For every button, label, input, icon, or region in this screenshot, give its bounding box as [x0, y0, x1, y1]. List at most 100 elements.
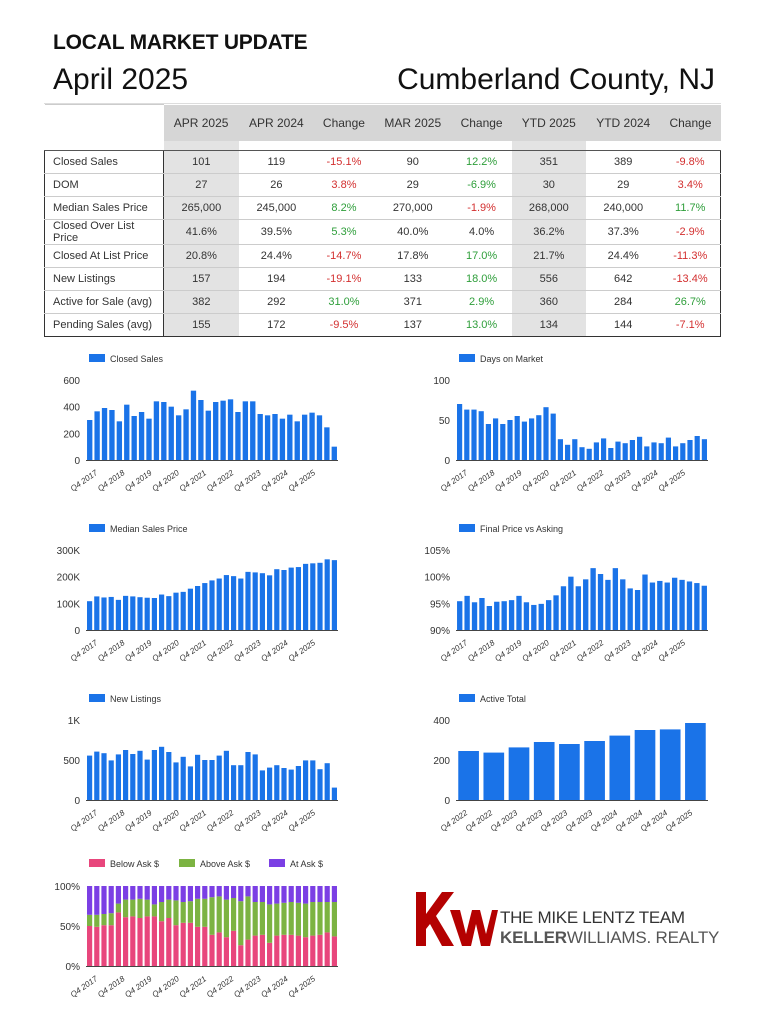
x-tick-label: Q4 2023	[232, 638, 263, 663]
table-cell: 27	[163, 173, 239, 197]
bar	[627, 588, 633, 630]
bar	[317, 562, 323, 630]
bar	[605, 579, 611, 630]
x-tick-label: Q4 2022	[205, 974, 236, 999]
bar-segment	[295, 886, 301, 903]
bar	[553, 595, 559, 630]
bar	[331, 787, 337, 800]
y-tick-label: 100K	[57, 599, 81, 610]
table-cell: -7.1%	[660, 313, 722, 337]
table-cell: 2.9%	[451, 290, 512, 314]
table-cell: -2.9%	[660, 219, 722, 245]
col-header: APR 2024	[238, 104, 314, 141]
bar-segment	[317, 902, 323, 935]
bar	[153, 401, 160, 460]
bar-segment	[267, 942, 273, 966]
table-cell: 5.3%	[313, 219, 374, 245]
legend-swatch	[179, 859, 195, 867]
gap-cell	[586, 141, 661, 151]
bar	[137, 750, 143, 800]
bar	[195, 586, 201, 630]
bar	[238, 765, 244, 800]
bar-segment	[223, 937, 229, 966]
bar	[220, 400, 226, 460]
gap-cell	[451, 141, 512, 151]
bar	[629, 440, 635, 460]
table-cell: 4.0%	[451, 219, 512, 245]
bar-segment	[310, 902, 316, 936]
bar	[550, 413, 556, 460]
x-tick-label: Q4 2022	[575, 468, 606, 493]
bar-segment	[295, 935, 301, 966]
row-label: New Listings	[44, 267, 164, 291]
bar-segment	[108, 886, 114, 914]
bar-segment	[137, 886, 143, 899]
bar	[309, 412, 315, 460]
bar	[295, 567, 301, 630]
bar-segment	[108, 925, 114, 966]
bar	[223, 575, 229, 630]
table-cell: 172	[238, 313, 314, 337]
x-tick-label: Q4 2023	[539, 808, 570, 833]
x-tick-label: Q4 2023	[232, 974, 263, 999]
bar	[324, 763, 330, 800]
gap-cell	[44, 141, 164, 151]
bar	[590, 568, 596, 630]
legend-label: Median Sales Price	[110, 524, 188, 534]
x-tick-label: Q4 2022	[205, 638, 236, 663]
bar-segment	[195, 926, 201, 966]
table-cell: 292	[238, 290, 314, 314]
table-cell: 270,000	[373, 196, 452, 220]
x-tick-label: Q4 2021	[178, 638, 208, 663]
legend-label: Final Price vs Asking	[480, 524, 563, 534]
ask-breakdown-chart: Below Ask $ Above Ask $ At Ask $ 0% 50% 100% Q…	[48, 855, 348, 1015]
bar-segment	[151, 916, 157, 966]
bar-segment	[288, 886, 294, 902]
y-tick-label: 200	[63, 429, 80, 440]
bar-segment	[310, 886, 316, 902]
bar-segment	[130, 916, 136, 966]
bar	[259, 770, 265, 800]
bar	[101, 753, 107, 800]
bar	[529, 418, 535, 460]
bar	[457, 404, 463, 460]
bar	[151, 598, 157, 630]
bar	[257, 414, 263, 460]
bar	[601, 438, 607, 460]
bar	[245, 571, 251, 630]
col-header: Change	[313, 104, 374, 141]
x-tick-label: Q4 2023	[514, 808, 545, 833]
bar	[259, 573, 265, 630]
bar	[272, 414, 278, 460]
bar	[94, 596, 100, 630]
bar-segment	[295, 902, 301, 936]
bar	[686, 581, 693, 630]
bar-segment	[115, 886, 121, 904]
chart-svg: Final Price vs Asking 90% 95% 100% 105% Q4 20…	[424, 524, 708, 663]
table-row: Pending Sales (avg) 155 172 -9.5% 137 13.0% 13…	[44, 313, 722, 337]
table-cell: 137	[373, 313, 452, 337]
table-cell: 371	[373, 290, 452, 314]
bar-segment	[245, 896, 251, 940]
legend-swatch	[89, 859, 105, 867]
bar	[644, 446, 650, 460]
kw-logo	[414, 890, 714, 950]
x-tick-label: Q4 2018	[96, 638, 127, 663]
bar-segment	[101, 914, 107, 926]
gap-cell	[163, 141, 239, 151]
row-label: Active for Sale (avg)	[44, 290, 164, 314]
bar	[274, 569, 280, 630]
bar-segment	[159, 886, 165, 902]
bar	[101, 597, 107, 630]
y-tick-label: 0	[74, 456, 80, 467]
table-row: DOM 27 26 3.8% 29 -6.9% 30 29 3.4%	[44, 173, 722, 197]
bar-segment	[180, 902, 186, 923]
col-header: YTD 2024	[586, 104, 661, 141]
bar	[205, 410, 211, 460]
bar-segment	[195, 886, 201, 899]
bar	[485, 424, 491, 460]
bar	[316, 415, 323, 460]
bar	[673, 446, 679, 460]
bar-segment	[238, 945, 244, 966]
